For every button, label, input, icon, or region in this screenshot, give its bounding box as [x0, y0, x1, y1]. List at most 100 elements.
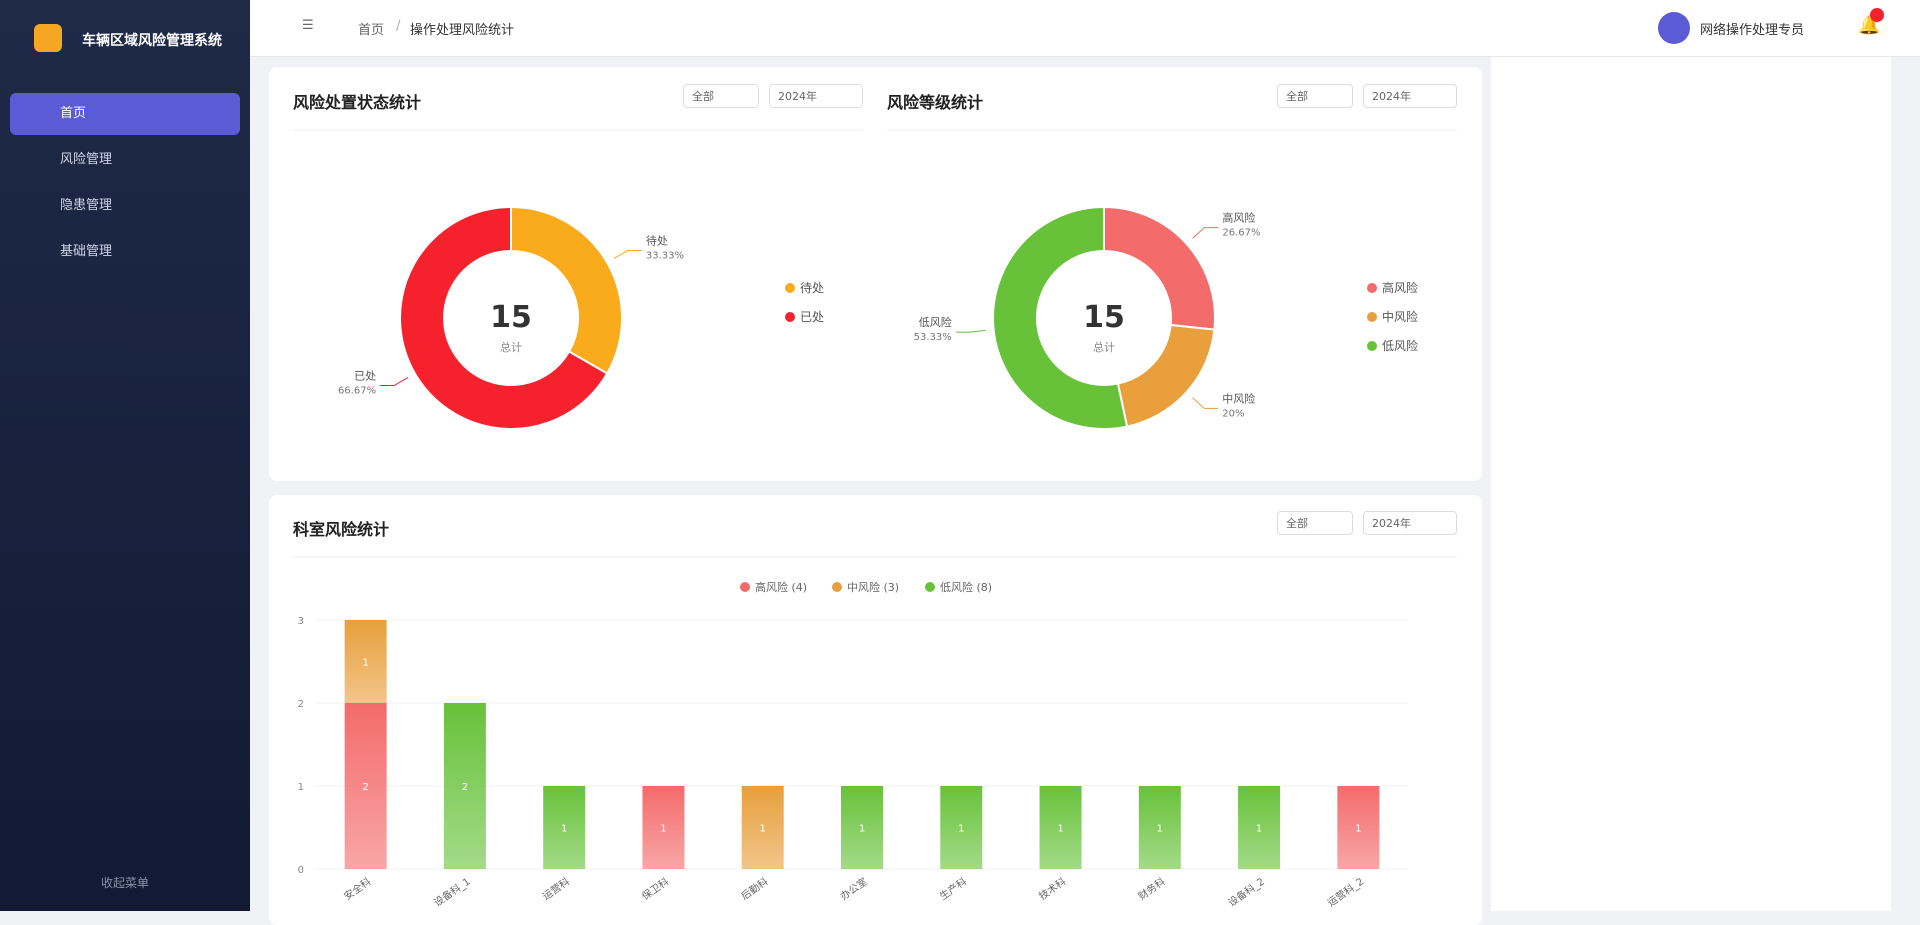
bar — [443, 703, 486, 869]
slice-percent: 66.67% — [338, 386, 376, 397]
bar — [344, 703, 387, 869]
slice-label: 已处 — [354, 370, 376, 383]
breadcrumb[interactable]: 首页 — [358, 23, 385, 38]
leader — [1192, 397, 1219, 409]
legend-label: 已处 — [800, 310, 824, 324]
x-tick-label: 财务科 — [1136, 875, 1168, 903]
date-picker[interactable]: 2024年 — [1363, 511, 1457, 535]
leader — [1192, 227, 1219, 239]
bar-label: 1 — [958, 824, 964, 835]
y-tick-label: 2 — [298, 699, 304, 710]
x-tick-label: 安全科 — [341, 875, 373, 903]
slice-label: 待处 — [646, 233, 668, 247]
legend-label: 低风险 (8) — [940, 580, 992, 594]
bar — [940, 786, 983, 869]
x-tick-label: 办公室 — [838, 875, 870, 903]
center-value: 15 — [1083, 300, 1125, 335]
legend-label: 待处 — [800, 281, 824, 295]
date-picker[interactable]: 2024年 — [769, 84, 863, 108]
badge — [1870, 8, 1884, 22]
bar — [1138, 786, 1181, 869]
pie-slice — [510, 205, 623, 375]
slice-percent: 20% — [1222, 408, 1244, 419]
avatar[interactable] — [1658, 12, 1690, 44]
x-tick-label: 设备科_1 — [431, 875, 472, 909]
leader — [613, 249, 642, 259]
legend-dot — [1367, 341, 1377, 351]
bar-label: 1 — [1256, 824, 1262, 835]
menu-item[interactable]: 风险管理 — [60, 152, 113, 167]
legend-dot — [1367, 312, 1377, 322]
legend-label: 高风险 — [1382, 280, 1418, 295]
legend-dot — [1367, 283, 1377, 293]
center-label: 总计 — [500, 340, 522, 354]
y-tick-label: 1 — [298, 782, 304, 793]
bar-label: 1 — [760, 824, 766, 835]
separator: / — [396, 19, 401, 34]
legend-dot — [832, 582, 842, 592]
slice-percent: 53.33% — [914, 332, 952, 343]
legend-label: 高风险 (4) — [755, 580, 807, 594]
x-tick-label: 技术科 — [1036, 875, 1068, 903]
pie-slice — [399, 205, 609, 430]
bar-label: 1 — [1057, 824, 1063, 835]
user-name[interactable]: 网络操作处理专员 — [1700, 23, 1805, 38]
x-tick-label: 保卫科 — [639, 875, 671, 903]
menu-item[interactable]: 基础管理 — [60, 244, 113, 259]
filter-select[interactable]: 全部 — [1277, 84, 1353, 108]
chart-title: 风险处置状态统计 — [293, 93, 422, 112]
logo — [34, 24, 62, 52]
bar-label: 1 — [859, 824, 865, 835]
x-tick-label: 运营科_2 — [1325, 875, 1366, 909]
menu-item[interactable]: 首页 — [10, 93, 240, 135]
pie-slice — [1116, 323, 1216, 428]
legend-dot — [740, 582, 750, 592]
bar-label: 1 — [561, 824, 567, 835]
pie-slice — [1103, 205, 1216, 331]
legend-label: 中风险 — [1382, 309, 1418, 324]
legend-dot — [925, 582, 935, 592]
bar — [344, 620, 387, 703]
bar-label: 2 — [462, 782, 468, 793]
center-value: 15 — [490, 300, 532, 335]
slice-label: 中风险 — [1222, 391, 1255, 405]
chart-title: 风险等级统计 — [887, 93, 984, 112]
x-tick-label: 设备科_2 — [1225, 875, 1266, 909]
x-tick-label: 运营科 — [540, 875, 572, 903]
bar — [543, 786, 586, 869]
bar — [1337, 786, 1380, 869]
legend-dot — [785, 312, 795, 322]
menu-item[interactable]: 隐患管理 — [60, 198, 113, 213]
bar — [741, 786, 784, 869]
side-panel — [1491, 57, 1891, 911]
brand: 车辆区域风险管理系统 — [82, 33, 222, 49]
bar-label: 1 — [660, 824, 666, 835]
bar-label: 1 — [362, 658, 368, 669]
date-picker[interactable]: 2024年 — [1363, 84, 1457, 108]
legend-dot — [785, 283, 795, 293]
center-label: 总计 — [1093, 340, 1115, 354]
menu-toggle[interactable]: ☰ — [302, 18, 314, 33]
leader — [955, 329, 986, 333]
collapse[interactable]: 收起菜单 — [100, 876, 149, 890]
pie-slice — [992, 205, 1129, 430]
header: ☰ 首页 / 操作处理风险统计 网络操作处理专员 🔔 — [250, 0, 1920, 57]
filter-select[interactable]: 全部 — [683, 84, 759, 108]
bar — [642, 786, 685, 869]
filter-select[interactable]: 全部 — [1277, 511, 1353, 535]
bar — [1238, 786, 1281, 869]
slice-label: 高风险 — [1222, 211, 1255, 225]
y-tick-label: 0 — [298, 865, 304, 876]
sidebar: 车辆区域风险管理系统 首页 风险管理 隐患管理 基础管理 收起菜单 — [0, 0, 250, 911]
chart-title: 科室风险统计 — [293, 520, 390, 539]
legend-label: 中风险 (3) — [847, 580, 899, 594]
slice-percent: 26.67% — [1222, 228, 1260, 239]
x-tick-label: 后勤科 — [738, 875, 770, 903]
bar-label: 2 — [362, 782, 368, 793]
bar — [1039, 786, 1082, 869]
legend-label: 低风险 — [1382, 338, 1418, 353]
slice-label: 低风险 — [919, 315, 952, 329]
x-tick-label: 生产科 — [937, 875, 969, 903]
